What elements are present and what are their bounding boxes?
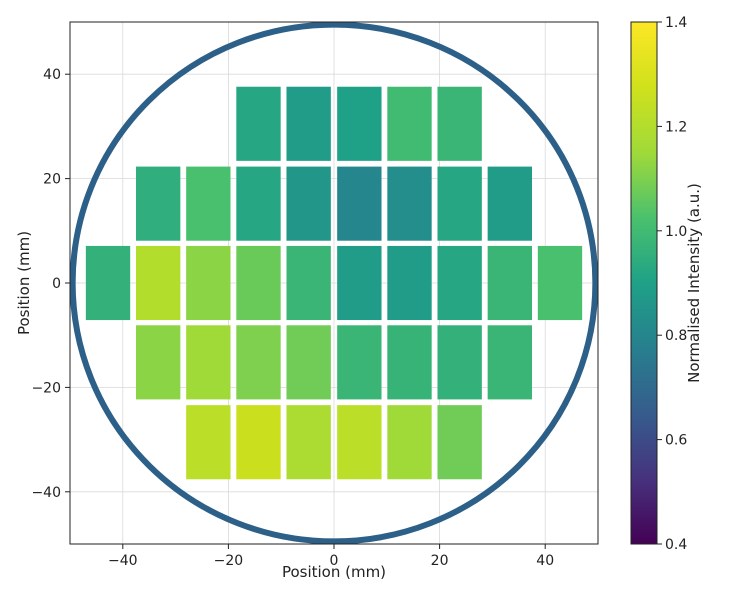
x-tick-label: 0 — [330, 553, 339, 569]
die-tile-r4-c7 — [437, 325, 482, 400]
colorbar-tick-label: 0.8 — [665, 328, 687, 344]
die-tile-r1-c5 — [437, 86, 482, 161]
axis-ticks: −40 −20 0 20 40 −40 −20 0 20 40 — [31, 67, 554, 569]
wafer-circle — [69, 21, 599, 545]
die-tile-r5-c5 — [387, 405, 432, 480]
y-tick-label: 40 — [43, 67, 61, 83]
colorbar-tick-label: 1.2 — [665, 119, 687, 135]
y-tick-label: 0 — [52, 276, 61, 292]
die-tile-r5-c2 — [236, 405, 281, 480]
colorbar-tick-label: 1.4 — [665, 15, 687, 31]
colorbar-label: Normalised Intensity (a.u.) — [685, 183, 703, 383]
die-tile-r3-c8 — [437, 245, 482, 321]
die-tile-r5-c3 — [286, 405, 331, 480]
die-tile-r4-c2 — [186, 325, 231, 400]
die-tile-r4-c8 — [487, 325, 532, 400]
die-tile-r2-c2 — [186, 166, 231, 241]
die-tile-r2-c7 — [437, 166, 482, 241]
wafer-outline — [69, 21, 599, 545]
die-tile-r2-c8 — [487, 166, 532, 241]
die-tile-r2-c5 — [337, 166, 382, 241]
x-axis-label: Position (mm) — [282, 563, 386, 581]
die-tile-r2-c3 — [236, 166, 281, 241]
die-tile-r5-c4 — [337, 405, 382, 480]
colorbar-ticks: 0.4 0.6 0.8 1.0 1.2 1.4 — [657, 15, 687, 553]
die-tile-r4-c5 — [337, 325, 382, 400]
y-tick-label: 20 — [43, 172, 61, 188]
colorbar-tick-label: 0.4 — [665, 537, 687, 553]
die-tile-r3-c9 — [487, 245, 532, 321]
die-tile-r1-c3 — [337, 86, 382, 161]
die-tile-r4-c3 — [236, 325, 281, 400]
die-tile-r5-c6 — [437, 405, 482, 480]
die-tile-r3-c4 — [236, 245, 281, 321]
colorbar-tick-label: 0.6 — [665, 433, 687, 449]
die-tile-r3-c5 — [286, 245, 331, 321]
x-tick-label: 40 — [536, 553, 554, 569]
die-tile-r3-c6 — [337, 245, 382, 321]
die-tile-r3-c1 — [85, 245, 131, 321]
die-tile-r3-c2 — [136, 245, 181, 321]
colorbar-tick-label: 1.0 — [665, 224, 687, 240]
die-tile-r2-c1 — [136, 166, 181, 241]
die-tile-r2-c6 — [387, 166, 432, 241]
die-tile-r2-c4 — [286, 166, 331, 241]
die-tile-r1-c4 — [387, 86, 432, 161]
die-tile-r3-c7 — [387, 245, 432, 321]
die-tile-r5-c1 — [186, 405, 231, 480]
die-tile-r4-c1 — [136, 325, 181, 400]
colorbar-frame — [630, 21, 658, 545]
y-tick-label: −20 — [31, 380, 61, 396]
x-tick-label: −20 — [214, 553, 244, 569]
y-tick-label: −40 — [31, 485, 61, 501]
die-tile-r4-c6 — [387, 325, 432, 400]
colorbar — [631, 22, 657, 544]
x-tick-label: 20 — [431, 553, 449, 569]
y-axis-label: Position (mm) — [15, 231, 33, 335]
die-tile-r1-c1 — [236, 86, 281, 161]
die-tile-r3-c10 — [537, 245, 583, 321]
x-tick-label: −40 — [108, 553, 138, 569]
die-tile-r4-c4 — [286, 325, 331, 400]
die-tile-r1-c2 — [286, 86, 331, 161]
die-tile-r3-c3 — [186, 245, 231, 321]
die-tiles — [85, 86, 583, 480]
